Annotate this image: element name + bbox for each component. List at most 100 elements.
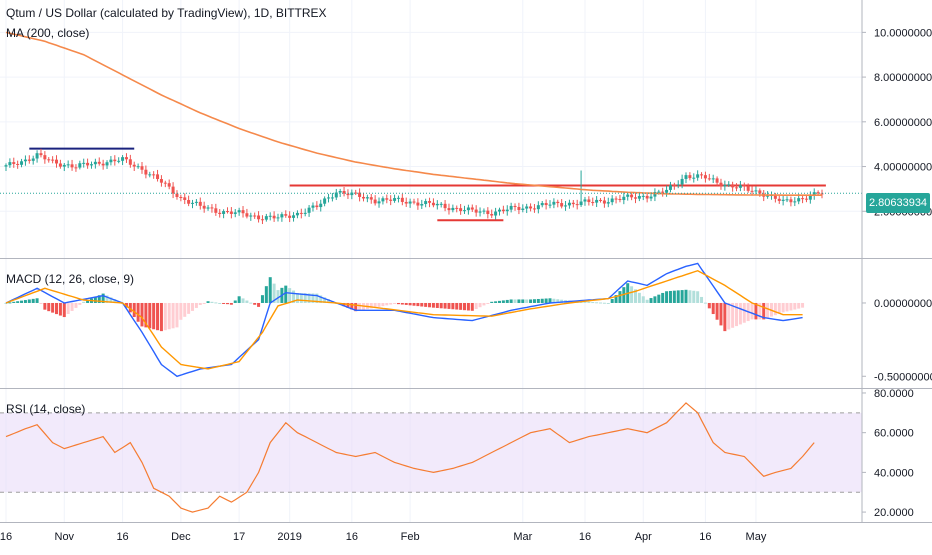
time-tick-label: Feb <box>401 531 420 543</box>
macd-hist-bar <box>793 302 797 310</box>
time-tick-label: Nov <box>55 531 75 543</box>
candle-body <box>517 207 521 210</box>
ma-label[interactable]: MA (200, close) <box>6 26 90 40</box>
macd-histogram <box>4 277 805 332</box>
candle-body <box>280 214 284 218</box>
candle-body <box>152 174 156 176</box>
candle-body <box>696 174 700 178</box>
candle-body <box>295 212 299 216</box>
macd-hist-bar <box>58 302 62 316</box>
candle-body <box>478 211 482 213</box>
candle-body <box>148 174 152 176</box>
macd-hist-bar <box>591 302 595 304</box>
candle-body <box>396 197 400 199</box>
candle-body <box>773 195 777 199</box>
macd-hist-bar <box>735 302 739 327</box>
macd-hist-bar <box>657 294 661 303</box>
macd-hist-bar <box>222 302 226 304</box>
candle-body <box>187 199 191 204</box>
candle-body <box>20 161 24 165</box>
macd-hist-bar <box>113 299 117 303</box>
candle-body <box>812 192 816 196</box>
macd-hist-bar <box>253 302 257 305</box>
time-tick-label: 16 <box>116 531 128 543</box>
macd-hist-bar <box>191 302 195 311</box>
macd-hist-bar <box>311 293 315 303</box>
candle-body <box>369 197 373 200</box>
macd-hist-bar <box>707 302 711 309</box>
macd-hist-bar <box>109 297 113 303</box>
candle-body <box>455 207 459 209</box>
candle-body <box>346 193 350 196</box>
candle-body <box>253 215 257 217</box>
candle-body <box>497 209 501 212</box>
candle-body <box>661 191 665 193</box>
macd-hist-bar <box>354 302 358 312</box>
macd-hist-bar <box>183 302 187 317</box>
price-tick-label: 10.00000000 <box>874 27 932 39</box>
candle-body <box>381 198 385 202</box>
candle-body <box>350 192 354 196</box>
candle-body <box>587 199 591 203</box>
candle-body <box>711 178 715 180</box>
candle-body <box>408 201 412 204</box>
candle-body <box>136 166 140 168</box>
candle-body <box>556 201 560 204</box>
candle-body <box>400 197 404 202</box>
candle-body <box>167 183 171 187</box>
macd-hist-bar <box>350 302 354 310</box>
horizontal-lines <box>29 147 826 222</box>
macd-hist-bar <box>400 302 404 305</box>
chart-title: Qtum / US Dollar (calculated by TradingV… <box>6 6 327 20</box>
macd-hist-bar <box>377 302 381 307</box>
candle-body <box>653 192 657 197</box>
macd-hist-bar <box>680 290 684 303</box>
candle-body <box>548 204 552 206</box>
candle-body <box>614 198 618 200</box>
candle-body <box>47 159 51 161</box>
candle-body <box>338 191 342 193</box>
candle-body <box>330 197 334 199</box>
macd-hist-bar <box>299 293 303 303</box>
macd-hist-bar <box>198 302 202 305</box>
macd-hist-bar <box>738 302 742 325</box>
macd-hist-bar <box>513 299 517 303</box>
macd-hist-bar <box>257 302 261 307</box>
macd-hist-bar <box>758 302 762 320</box>
macd-hist-bar <box>797 302 801 309</box>
candle-body <box>428 201 432 203</box>
macd-hist-bar <box>16 301 20 303</box>
candle-body <box>257 215 261 220</box>
candle-body <box>117 160 121 162</box>
candle-body <box>86 162 90 166</box>
candle-body <box>700 174 704 176</box>
time-tick-label: Dec <box>171 531 191 543</box>
time-axis-labels[interactable]: 16 Nov 16 Dec 17 2019 16 Feb Mar 16 Apr 16 May <box>0 531 767 543</box>
candle-body <box>315 205 319 208</box>
macd-hist-bar <box>323 297 327 303</box>
macd-hist-bar <box>501 300 505 303</box>
ma-200-line <box>5 31 822 196</box>
candle-body <box>260 219 264 221</box>
candle-body <box>641 195 645 197</box>
candle-body <box>424 201 428 205</box>
macd-label[interactable]: MACD (12, 26, close, 9) <box>6 272 135 286</box>
macd-hist-bar <box>78 302 82 305</box>
macd-hist-bar <box>175 302 179 328</box>
macd-hist-bar <box>560 299 564 303</box>
macd-hist-bar <box>672 290 676 303</box>
macd-hist-bar <box>789 302 793 311</box>
macd-hist-bar <box>303 293 307 303</box>
candle-body <box>268 215 272 217</box>
candle-body <box>595 199 599 203</box>
signal-line <box>5 269 803 370</box>
macd-hist-bar <box>719 302 723 326</box>
candle-body <box>804 198 808 200</box>
macd-hist-bar <box>70 302 74 311</box>
rsi-label[interactable]: RSI (14, close) <box>6 402 86 416</box>
candle-body <box>58 163 62 167</box>
price-axis-labels[interactable]: 2.000000004.000000006.000000008.00000000… <box>862 27 932 519</box>
candle-body <box>591 202 595 204</box>
rsi-tick-label: 60.0000 <box>874 428 914 440</box>
candle-body <box>276 217 280 219</box>
